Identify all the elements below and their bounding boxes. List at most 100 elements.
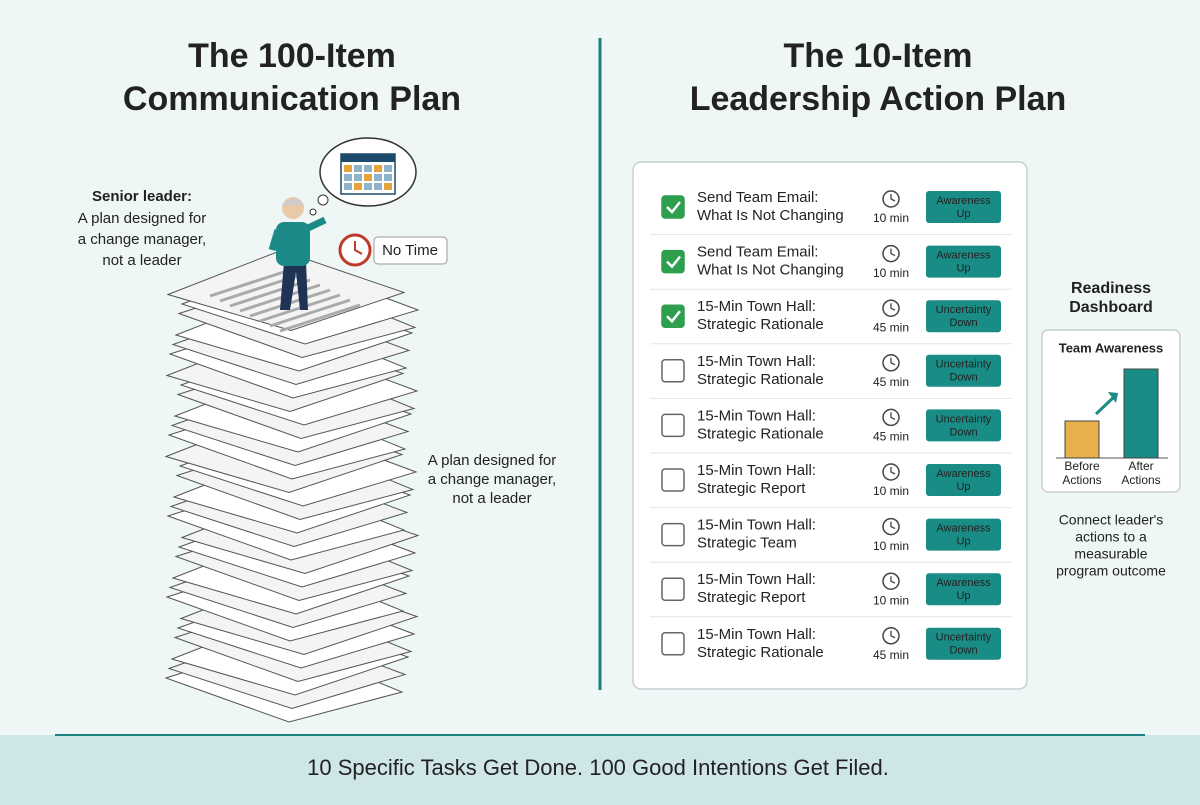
task-text: Strategic Rationale (697, 425, 824, 442)
left-title: Communication Plan (123, 80, 461, 118)
dashboard-caption: program outcome (1056, 563, 1166, 579)
trend-arrow (1094, 394, 1117, 416)
task-time: 45 min (873, 375, 909, 389)
paper-text-line (229, 278, 311, 308)
checkbox (661, 468, 685, 492)
calendar-cell (344, 174, 352, 181)
right-title: The 10-Item (784, 37, 973, 75)
clock-hands (890, 630, 896, 639)
checkmark (666, 310, 681, 324)
checklist-card (632, 161, 1028, 690)
no-time: No Time (382, 242, 438, 259)
badge-text: Down (949, 426, 977, 438)
checkbox (661, 632, 685, 656)
calendar-cell (384, 174, 392, 181)
task-text: 15-Min Town Hall: (697, 571, 816, 588)
badge-text: Uncertainty (936, 632, 992, 644)
checkbox (661, 413, 685, 438)
calendar-cell (344, 165, 352, 172)
clock-alarm (338, 233, 448, 267)
badge-text: Up (956, 208, 970, 220)
calendar-cell (364, 165, 372, 172)
trend-arrowhead (1108, 392, 1118, 403)
calendar-cell (354, 174, 362, 181)
badge-text: Awareness (936, 250, 991, 262)
task-text: Strategic Rationale (697, 644, 824, 661)
calendar-cell (374, 174, 382, 181)
badge (926, 354, 1001, 387)
chart-title: Team Awareness (1059, 340, 1164, 355)
task-text: What Is Not Changing (697, 262, 844, 279)
badge-text: Down (949, 317, 977, 329)
badge-text: Down (949, 645, 977, 657)
task-text: Strategic Team (697, 535, 797, 552)
senior-label: Senior leader: (92, 188, 192, 205)
task-time: 45 min (873, 320, 909, 334)
senior-note: not a leader (102, 252, 181, 269)
senior-note: A plan designed for (78, 210, 206, 227)
badge (926, 627, 1001, 660)
bar-label: Actions (1121, 473, 1160, 487)
checkbox (661, 304, 685, 328)
badge-text: Uncertainty (936, 304, 992, 316)
clock-hands (890, 357, 896, 366)
task-text: 15-Min Town Hall: (697, 626, 816, 643)
badge-text: Awareness (936, 468, 991, 480)
checkbox (661, 359, 685, 383)
paper-text-line (279, 303, 361, 333)
badge (926, 573, 1001, 606)
calendar-cell (354, 165, 362, 172)
dashboard-caption: Connect leader's (1059, 512, 1164, 528)
checkmark (666, 255, 681, 269)
leader-figure (268, 197, 327, 310)
dashboard-caption: measurable (1074, 546, 1147, 562)
badge-text: Up (956, 263, 970, 275)
bar-label: After (1128, 459, 1153, 473)
thought-bubble (309, 137, 417, 216)
task-text: Strategic Report (697, 480, 806, 497)
checkbox (661, 195, 685, 219)
right-title: Leadership Action Plan (690, 80, 1067, 118)
badge-text: Awareness (936, 577, 991, 589)
clock-hands (890, 248, 896, 257)
side-note: not a leader (452, 490, 531, 507)
badge-text: Up (956, 481, 970, 493)
badge (926, 191, 1001, 223)
badge (926, 518, 1001, 551)
clock-hands (890, 521, 896, 530)
badge-text: Up (956, 590, 970, 602)
paper-text-line (209, 268, 291, 298)
calendar-cell (344, 183, 352, 190)
task-time: 45 min (873, 648, 909, 662)
badge-text: Uncertainty (936, 413, 992, 425)
calendar-cell (384, 183, 392, 190)
task-text: 15-Min Town Hall: (697, 298, 816, 315)
task-text: Strategic Report (697, 589, 806, 606)
calendar-cell (374, 165, 382, 172)
clock-hands (890, 576, 896, 584)
badge-text: Awareness (936, 523, 991, 535)
bar-label: Actions (1062, 473, 1101, 487)
task-text: 15-Min Town Hall: (697, 407, 816, 424)
task-text: What Is Not Changing (697, 207, 844, 224)
task-text: Strategic Rationale (697, 371, 824, 388)
badge (926, 409, 1001, 442)
badge (926, 245, 1001, 278)
task-time: 45 min (873, 430, 909, 444)
badge-text: Uncertainty (936, 359, 992, 371)
task-time: 10 min (873, 539, 909, 553)
paper-stack (164, 249, 420, 723)
badge-text: Awareness (936, 195, 991, 207)
checkmark (666, 201, 681, 214)
badge (926, 464, 1001, 496)
calendar-cell (374, 183, 382, 190)
footer-text: 10 Specific Tasks Get Done. 100 Good Int… (307, 755, 889, 780)
bar-label: Before (1064, 459, 1100, 473)
task-text: Send Team Email: (697, 244, 818, 261)
clock-hands (890, 412, 896, 420)
side-note: a change manager, (428, 471, 556, 488)
clock-hands (890, 467, 896, 475)
task-text: 15-Min Town Hall: (697, 462, 816, 479)
badge (926, 300, 1001, 333)
dashboard-caption: actions to a (1075, 529, 1147, 545)
